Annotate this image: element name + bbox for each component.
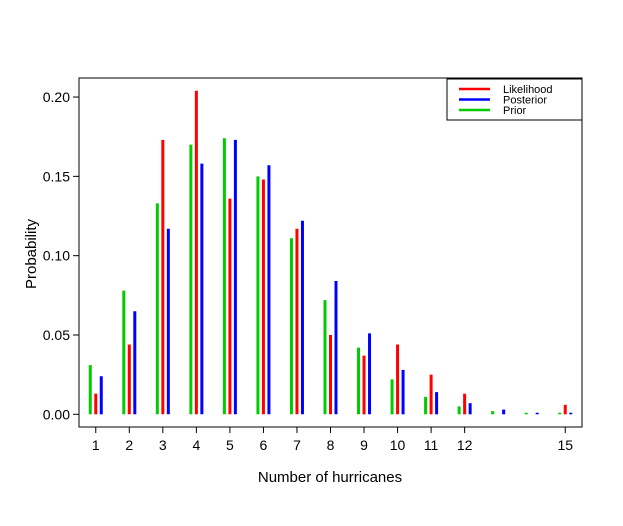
y-tick-label: 0.10 bbox=[43, 248, 70, 264]
x-tick-label: 2 bbox=[125, 437, 133, 453]
x-tick-label: 7 bbox=[293, 437, 301, 453]
y-tick-label: 0.05 bbox=[43, 327, 70, 343]
x-tick-label: 5 bbox=[226, 437, 234, 453]
bars bbox=[88, 90, 573, 415]
y-tick-label: 0.00 bbox=[43, 406, 70, 422]
y-axis: 0.00 0.05 0.10 0.15 0.20 bbox=[43, 89, 79, 422]
x-tick-label: 9 bbox=[360, 437, 368, 453]
x-axis-title: Number of hurricanes bbox=[258, 469, 402, 486]
x-tick-label: 12 bbox=[457, 437, 473, 453]
legend-label: Likelihood bbox=[503, 84, 553, 96]
x-tick-label: 6 bbox=[260, 437, 268, 453]
x-tick-label: 4 bbox=[192, 437, 200, 453]
x-tick-label: 15 bbox=[557, 437, 573, 453]
legend-label: Prior bbox=[503, 105, 527, 117]
x-tick-label: 11 bbox=[424, 437, 439, 453]
legend-label: Posterior bbox=[503, 95, 547, 107]
x-tick-label: 1 bbox=[92, 437, 100, 453]
y-axis-title: Probability bbox=[23, 218, 40, 289]
y-tick-label: 0.20 bbox=[43, 89, 70, 105]
x-tick-label: 10 bbox=[390, 437, 406, 453]
y-tick-label: 0.15 bbox=[43, 168, 70, 184]
x-tick-label: 8 bbox=[327, 437, 335, 453]
x-axis: 1 2 3 4 5 6 7 8 9 10 11 12 15 bbox=[92, 427, 573, 453]
x-tick-label: 3 bbox=[159, 437, 167, 453]
